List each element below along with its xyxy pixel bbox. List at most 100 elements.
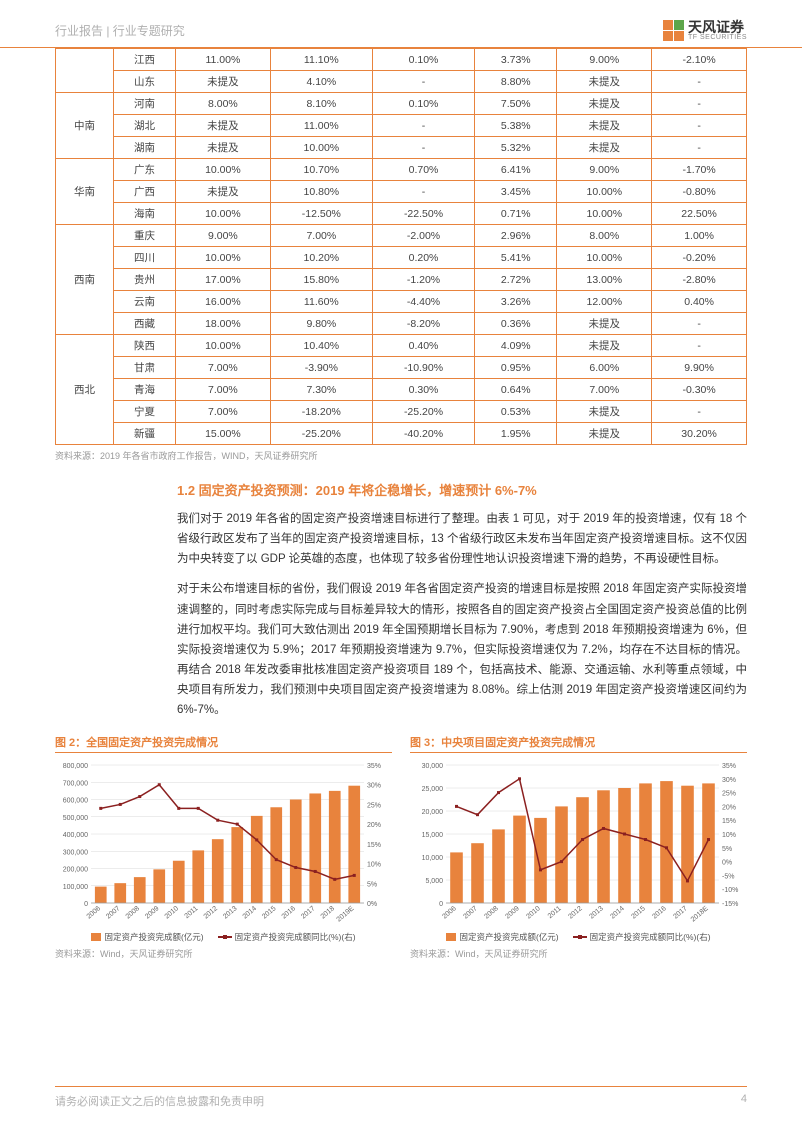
page-footer: 请务必阅读正文之后的信息披露和免责申明 4	[55, 1086, 747, 1109]
province-cell: 西藏	[114, 313, 176, 335]
province-cell: 青海	[114, 379, 176, 401]
svg-text:2016: 2016	[651, 905, 668, 920]
region-cell: 西南	[56, 225, 114, 335]
value-cell: 0.40%	[372, 335, 474, 357]
svg-text:5,000: 5,000	[425, 878, 443, 885]
svg-text:-10%: -10%	[722, 887, 738, 894]
province-cell: 陕西	[114, 335, 176, 357]
logo-text-en: TF SECURITIES	[688, 34, 747, 41]
value-cell: 7.30%	[270, 379, 372, 401]
value-cell: 12.00%	[557, 291, 652, 313]
value-cell: 未提及	[176, 71, 271, 93]
value-cell: 9.80%	[270, 313, 372, 335]
value-cell: 未提及	[557, 93, 652, 115]
value-cell: 4.09%	[475, 335, 557, 357]
svg-text:2009: 2009	[504, 905, 521, 920]
svg-text:300,000: 300,000	[63, 850, 88, 857]
breadcrumb: 行业报告 | 行业专题研究	[55, 22, 185, 39]
value-cell: 7.00%	[176, 379, 271, 401]
svg-text:2015: 2015	[261, 905, 278, 920]
svg-text:2011: 2011	[183, 905, 199, 920]
value-cell: -8.20%	[372, 313, 474, 335]
province-cell: 广东	[114, 159, 176, 181]
value-cell: 0.70%	[372, 159, 474, 181]
value-cell: 10.00%	[176, 203, 271, 225]
value-cell: 7.00%	[270, 225, 372, 247]
value-cell: -1.20%	[372, 269, 474, 291]
table-row: 西藏18.00%9.80%-8.20%0.36%未提及-	[56, 313, 747, 335]
table-source: 资料来源：2019 年各省市政府工作报告，WIND，天风证券研究所	[55, 449, 747, 462]
region-cell: 华南	[56, 159, 114, 225]
chart-b-title: 图 3：中央项目固定资产投资完成情况	[410, 734, 747, 753]
value-cell: -40.20%	[372, 423, 474, 445]
value-cell: 0.10%	[372, 49, 474, 71]
svg-text:200,000: 200,000	[63, 867, 88, 874]
svg-text:-5%: -5%	[722, 874, 734, 881]
value-cell: 8.10%	[270, 93, 372, 115]
logo-icon	[663, 20, 684, 41]
svg-text:2018E: 2018E	[690, 905, 710, 924]
svg-text:2009: 2009	[144, 905, 161, 920]
svg-text:2014: 2014	[242, 905, 259, 920]
value-cell: -	[652, 71, 747, 93]
value-cell: -	[652, 335, 747, 357]
svg-text:2017: 2017	[672, 905, 689, 920]
value-cell: 2.96%	[475, 225, 557, 247]
svg-text:5%: 5%	[722, 846, 732, 853]
value-cell: 22.50%	[652, 203, 747, 225]
value-cell: -0.80%	[652, 181, 747, 203]
value-cell: 10.00%	[557, 181, 652, 203]
svg-text:2006: 2006	[441, 905, 458, 920]
province-cell: 河南	[114, 93, 176, 115]
svg-text:2010: 2010	[164, 905, 181, 920]
value-cell: 0.36%	[475, 313, 557, 335]
value-cell: 10.80%	[270, 181, 372, 203]
svg-text:800,000: 800,000	[63, 763, 88, 770]
value-cell: 10.00%	[557, 247, 652, 269]
value-cell: 11.00%	[176, 49, 271, 71]
value-cell: -2.80%	[652, 269, 747, 291]
chart-b-source: 资料来源：Wind，天风证券研究所	[410, 947, 747, 960]
svg-text:2010: 2010	[525, 905, 542, 920]
page-header: 行业报告 | 行业专题研究 天风证券 TF SECURITIES	[0, 0, 802, 48]
svg-text:2006: 2006	[86, 905, 103, 920]
chart-a-source: 资料来源：Wind，天风证券研究所	[55, 947, 392, 960]
table-row: 中南河南8.00%8.10%0.10%7.50%未提及-	[56, 93, 747, 115]
svg-text:10%: 10%	[722, 832, 736, 839]
province-cell: 湖北	[114, 115, 176, 137]
province-cell: 甘肃	[114, 357, 176, 379]
value-cell: 9.90%	[652, 357, 747, 379]
svg-text:0%: 0%	[722, 860, 732, 867]
table-row: 湖南未提及10.00%-5.32%未提及-	[56, 137, 747, 159]
value-cell: -	[372, 71, 474, 93]
value-cell: 15.80%	[270, 269, 372, 291]
region-cell: 西北	[56, 335, 114, 445]
svg-text:5%: 5%	[367, 882, 377, 889]
svg-text:2013: 2013	[222, 905, 239, 920]
svg-text:30%: 30%	[367, 783, 381, 790]
svg-text:2008: 2008	[125, 905, 142, 920]
svg-text:15,000: 15,000	[422, 832, 444, 839]
value-cell: 9.00%	[176, 225, 271, 247]
value-cell: -2.10%	[652, 49, 747, 71]
svg-text:2013: 2013	[588, 905, 605, 920]
value-cell: -22.50%	[372, 203, 474, 225]
value-cell: 1.95%	[475, 423, 557, 445]
value-cell: -	[652, 401, 747, 423]
value-cell: 13.00%	[557, 269, 652, 291]
province-cell: 宁夏	[114, 401, 176, 423]
svg-text:10,000: 10,000	[422, 855, 444, 862]
province-cell: 山东	[114, 71, 176, 93]
svg-text:25,000: 25,000	[422, 786, 444, 793]
svg-text:600,000: 600,000	[63, 798, 88, 805]
value-cell: 11.10%	[270, 49, 372, 71]
value-cell: -	[372, 115, 474, 137]
svg-text:20%: 20%	[722, 805, 736, 812]
value-cell: 3.26%	[475, 291, 557, 313]
svg-text:30,000: 30,000	[422, 763, 444, 770]
chart-a-title: 图 2：全国固定资产投资完成情况	[55, 734, 392, 753]
value-cell: -	[372, 137, 474, 159]
value-cell: 未提及	[176, 181, 271, 203]
value-cell: 2.72%	[475, 269, 557, 291]
svg-text:2019E: 2019E	[336, 905, 356, 924]
